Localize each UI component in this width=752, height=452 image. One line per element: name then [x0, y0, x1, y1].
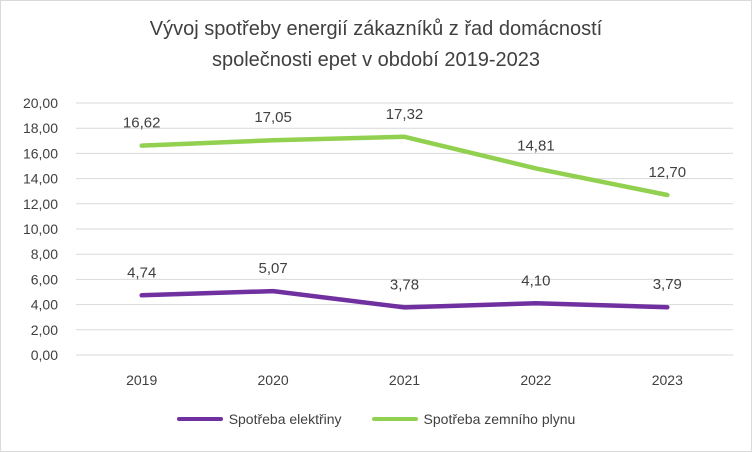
- legend-label-gas: Spotřeba zemního plynu: [423, 411, 576, 427]
- chart-title: Vývoj spotřeby energií zákazníků z řad d…: [0, 14, 752, 76]
- y-tick-label: 0,00: [31, 347, 58, 363]
- y-tick-label: 14,00: [23, 171, 58, 187]
- y-tick-label: 2,00: [31, 322, 58, 338]
- data-label: 3,79: [653, 276, 682, 293]
- series-line-1: [139, 134, 670, 198]
- x-tick-label: 2023: [652, 372, 683, 388]
- legend-label-electricity: Spotřeba elektřiny: [228, 411, 342, 427]
- legend: Spotřeba elektřiny Spotřeba zemního plyn…: [0, 411, 752, 427]
- x-axis-tick-labels: 2019 2020 2021 2022 2023: [126, 372, 683, 388]
- series-line-0: [139, 288, 670, 310]
- data-label: 4,74: [127, 264, 156, 281]
- gridlines: [76, 102, 733, 356]
- y-axis-tick-labels: 0,00 2,00 4,00 6,00 8,00 10,00 12,00 14,00 16,00…: [23, 95, 58, 363]
- series-lines: [139, 134, 670, 310]
- y-tick-label: 16,00: [23, 145, 58, 161]
- data-label: 17,32: [386, 106, 424, 123]
- legend-item-gas: Spotřeba zemního plynu: [371, 411, 576, 427]
- y-tick-label: 4,00: [31, 297, 58, 313]
- data-labels: 4,74 5,07 3,78 4,10 3,79 16,62 17,05 17,32 14,81…: [123, 106, 686, 294]
- data-label: 17,05: [254, 109, 292, 126]
- legend-swatch-gas: [371, 417, 418, 421]
- y-tick-label: 20,00: [23, 95, 58, 111]
- data-label: 14,81: [517, 137, 555, 154]
- data-label: 16,62: [123, 115, 161, 132]
- y-tick-label: 18,00: [23, 120, 58, 136]
- data-label: 5,07: [258, 260, 287, 277]
- y-tick-label: 12,00: [23, 196, 58, 212]
- x-tick-label: 2020: [258, 372, 289, 388]
- y-tick-label: 6,00: [31, 271, 58, 287]
- chart-title-line-2: společnosti epet v období 2019-2023: [211, 49, 541, 71]
- legend-swatch-electricity: [176, 417, 223, 421]
- x-tick-label: 2021: [389, 372, 420, 388]
- y-tick-label: 8,00: [31, 246, 58, 262]
- legend-item-electricity: Spotřeba elektřiny: [176, 411, 342, 427]
- data-label: 3,78: [390, 276, 419, 293]
- data-label: 4,10: [521, 272, 550, 289]
- x-tick-label: 2022: [520, 372, 551, 388]
- x-tick-label: 2019: [126, 372, 157, 388]
- chart-title-line-1: Vývoj spotřeby energií zákazníků z řad d…: [149, 18, 603, 40]
- y-tick-label: 10,00: [23, 221, 58, 237]
- data-label: 12,70: [649, 164, 687, 181]
